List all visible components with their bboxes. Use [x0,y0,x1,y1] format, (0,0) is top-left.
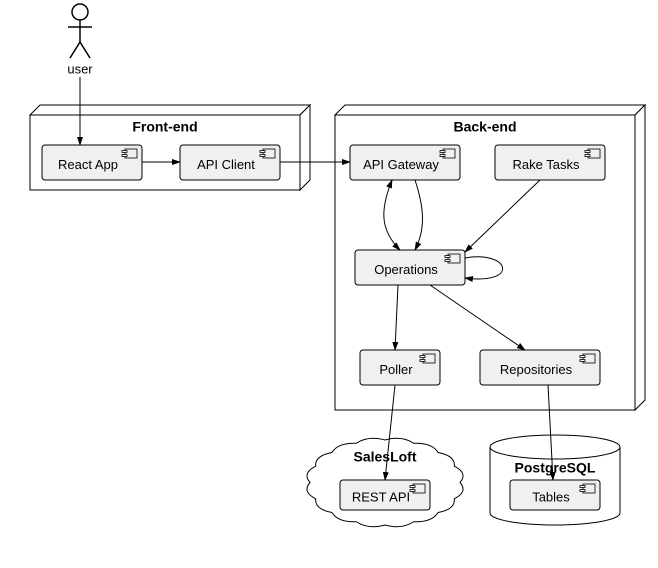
node-poller: Poller [360,350,440,385]
svg-text:Back-end: Back-end [453,119,516,135]
svg-text:Poller: Poller [379,362,413,377]
svg-text:user: user [67,61,93,76]
node-operations: Operations [355,250,465,285]
svg-text:Rake Tasks: Rake Tasks [513,157,580,172]
svg-text:Tables: Tables [532,489,570,504]
svg-text:API Client: API Client [197,157,255,172]
svg-text:REST API: REST API [352,489,410,504]
svg-text:Operations: Operations [374,262,438,277]
svg-text:Repositories: Repositories [500,362,573,377]
architecture-diagram: Front-end Back-end SalesLoft PostgreSQL user… [0,0,658,568]
node-apigateway: API Gateway [350,145,460,180]
node-react: React App [42,145,142,180]
svg-text:SalesLoft: SalesLoft [353,449,416,465]
svg-text:Front-end: Front-end [132,119,197,135]
svg-text:API Gateway: API Gateway [363,157,439,172]
node-raketasks: Rake Tasks [495,145,605,180]
node-restapi: REST API [340,480,430,510]
node-repos: Repositories [480,350,600,385]
node-tables: Tables [510,480,600,510]
svg-text:PostgreSQL: PostgreSQL [515,460,596,476]
svg-text:React App: React App [58,157,118,172]
actor-user: user [67,4,93,76]
node-apiclient: API Client [180,145,280,180]
